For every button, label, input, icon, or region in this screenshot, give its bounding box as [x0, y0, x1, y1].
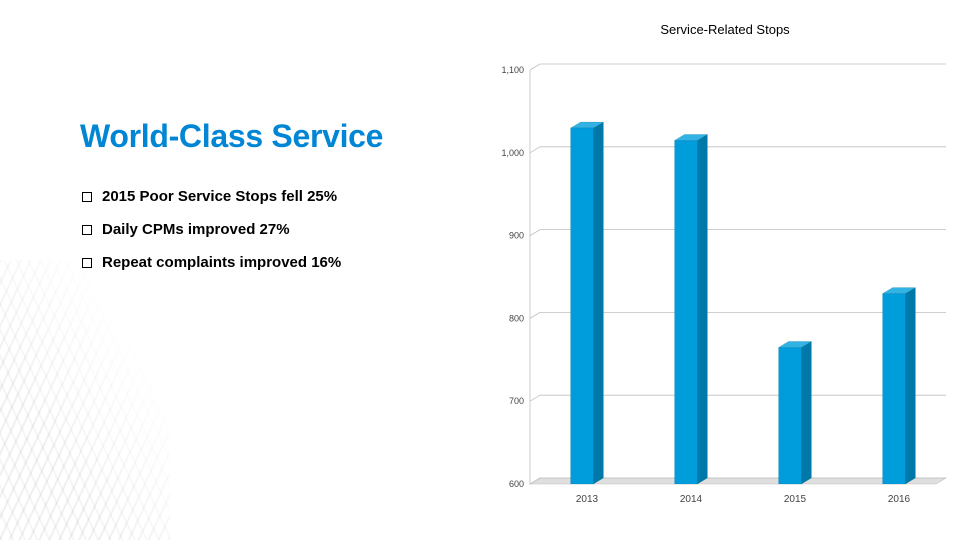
page-title: World-Class Service	[80, 118, 383, 155]
svg-text:2014: 2014	[680, 494, 703, 505]
checkbox-icon	[82, 192, 92, 202]
svg-text:2016: 2016	[888, 494, 911, 505]
bullet-text: Daily CPMs improved 27%	[102, 221, 290, 238]
bullet-text: 2015 Poor Service Stops fell 25%	[102, 188, 337, 205]
svg-text:700: 700	[509, 396, 524, 406]
list-item: Repeat complaints improved 16%	[82, 254, 442, 271]
checkbox-icon	[82, 225, 92, 235]
bar-chart: 600 700 800 900 1,000 1,100 2013 2014 2015 2016	[500, 62, 950, 512]
bullet-list: 2015 Poor Service Stops fell 25% Daily C…	[82, 188, 442, 287]
list-item: 2015 Poor Service Stops fell 25%	[82, 188, 442, 205]
chart-title: Service-Related Stops	[500, 22, 950, 37]
svg-text:1,100: 1,100	[501, 65, 524, 75]
svg-text:900: 900	[509, 231, 524, 241]
chart-container: Service-Related Stops 600 700 800 900 1,000 1…	[500, 22, 950, 532]
svg-text:1,000: 1,000	[501, 148, 524, 158]
checkbox-icon	[82, 258, 92, 268]
svg-text:600: 600	[509, 479, 524, 489]
bullet-text: Repeat complaints improved 16%	[102, 254, 341, 271]
svg-text:2015: 2015	[784, 494, 807, 505]
list-item: Daily CPMs improved 27%	[82, 221, 442, 238]
corner-decoration	[0, 260, 170, 540]
svg-text:800: 800	[509, 313, 524, 323]
svg-text:2013: 2013	[576, 494, 599, 505]
chart-svg: 600 700 800 900 1,000 1,100 2013 2014 2015 2016	[500, 62, 950, 512]
